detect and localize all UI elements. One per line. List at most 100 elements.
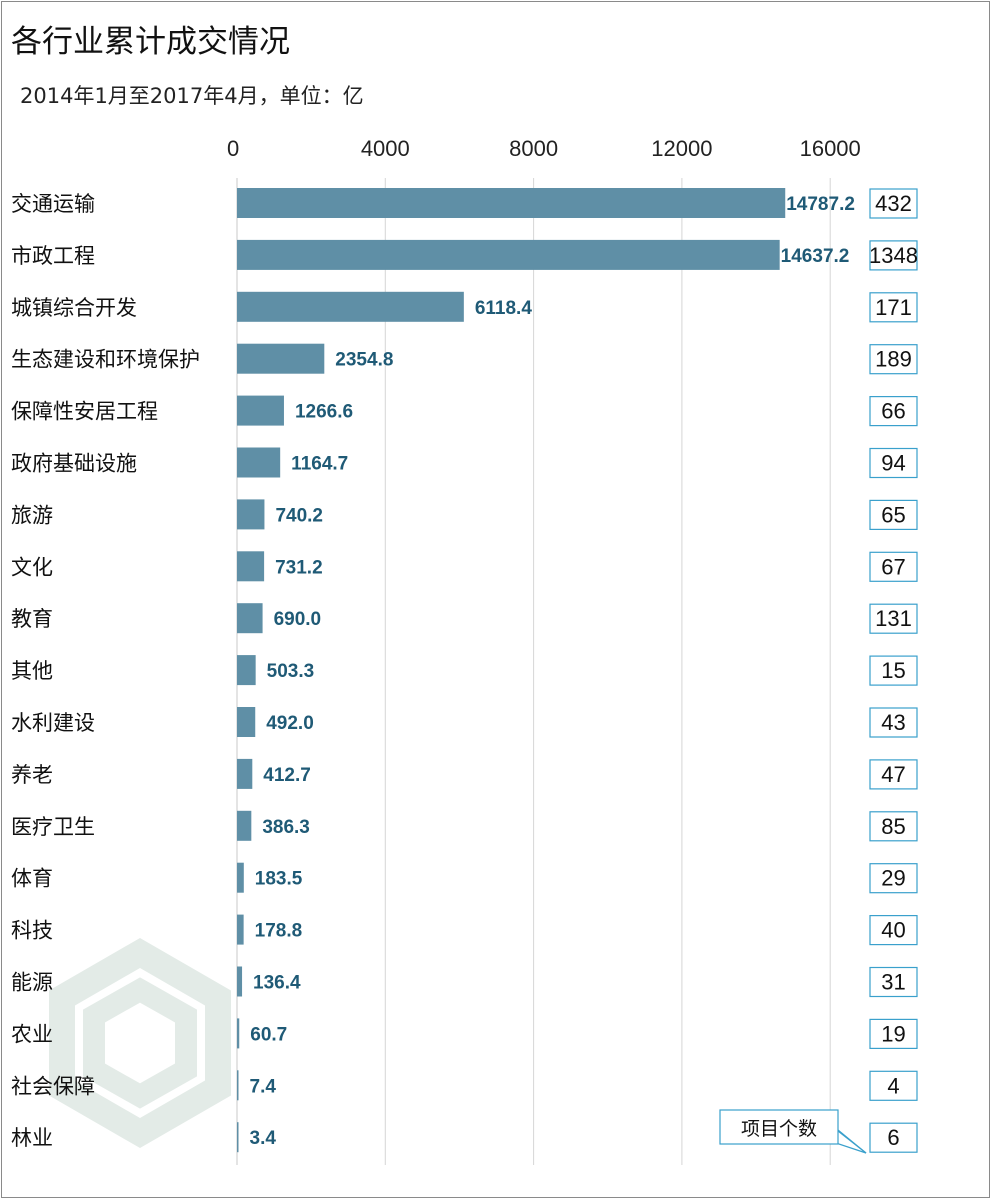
category-label: 能源: [11, 971, 53, 995]
project-count-box: [869, 188, 918, 219]
callout-pointer-edge: [837, 1130, 867, 1154]
project-count-box: [869, 914, 918, 946]
project-count-value: 4: [887, 1073, 899, 1098]
x-axis-ticks: 0 4000 8000 12000 16000: [227, 136, 861, 161]
category-label: 体育: [11, 867, 53, 891]
project-count-box: [869, 292, 918, 323]
category-label: 社会保障: [11, 1074, 95, 1098]
value-label: 731.2: [275, 557, 323, 578]
project-count-box: [869, 396, 918, 427]
category-label: 水利建设: [11, 711, 95, 735]
category-label: 生态建设和环境保护: [11, 348, 200, 372]
bar: [237, 655, 256, 686]
project-count-value: 6: [887, 1125, 899, 1150]
project-count-box: [869, 447, 918, 479]
value-label: 1266.6: [295, 402, 353, 423]
bar: [237, 447, 281, 478]
category-label: 教育: [11, 607, 53, 631]
project-count-value: 15: [881, 658, 905, 683]
project-count-value: 131: [875, 606, 912, 631]
x-tick-label: 8000: [509, 136, 558, 161]
x-tick-label: 16000: [800, 136, 861, 161]
bar: [237, 758, 253, 789]
bar: [237, 966, 243, 997]
project-count-box: [869, 603, 918, 634]
callout-label: 项目个数: [741, 1118, 817, 1140]
project-count-value: 432: [875, 191, 912, 216]
x-tick-label: 4000: [361, 136, 410, 161]
project-count-box: [869, 811, 918, 842]
value-label: 136.4: [253, 973, 301, 994]
value-label: 1164.7: [291, 454, 348, 475]
bar: [237, 810, 252, 841]
category-labels: 交通运输市政工程城镇综合开发生态建设和环境保护保障性安居工程政府基础设施旅游文化…: [11, 192, 200, 1150]
project-count-box: [869, 966, 918, 998]
bar: [237, 707, 256, 737]
bar: [237, 395, 284, 426]
project-count-value: 67: [881, 554, 905, 579]
value-labels: 14787.2 14637.2 6118.4 2354.8 1266.6 1164.7 74…: [250, 194, 855, 1149]
bar: [237, 914, 244, 945]
category-label: 文化: [11, 555, 53, 579]
value-label: 690.0: [274, 609, 322, 630]
value-label: 178.8: [255, 921, 303, 942]
chart-subtitle: 2014年1月至2017年4月，单位：亿: [20, 84, 364, 108]
hexagon-outer: [49, 937, 231, 1149]
project-count-value: 85: [881, 814, 905, 839]
value-label: 183.5: [255, 869, 303, 890]
project-count-box: [869, 707, 918, 738]
bar: [237, 551, 265, 582]
gridlines: [236, 178, 831, 1165]
project-count-box: [869, 344, 918, 375]
value-label: 503.3: [267, 661, 315, 682]
project-count-box: [869, 863, 918, 894]
bar: [237, 188, 786, 218]
category-label: 政府基础设施: [11, 452, 137, 476]
bar: [237, 343, 325, 374]
value-label: 60.7: [250, 1024, 287, 1045]
category-label: 林业: [11, 1126, 53, 1150]
project-count-box: [869, 759, 918, 790]
project-count-value: 40: [881, 918, 905, 943]
project-count-box: [869, 1122, 918, 1153]
value-label: 7.4: [250, 1076, 277, 1097]
project-count-value: 94: [881, 451, 905, 476]
hexagon-logo-icon: [49, 937, 231, 1149]
category-label: 医疗卫生: [11, 815, 95, 839]
project-count-value: 47: [881, 762, 905, 787]
category-label: 其他: [11, 659, 53, 683]
category-label: 市政工程: [11, 244, 95, 268]
hexagon-inner: [83, 977, 197, 1109]
project-count-value: 189: [875, 347, 912, 372]
category-label: 交通运输: [11, 192, 95, 216]
bar: [237, 1070, 239, 1101]
bar: [237, 499, 265, 530]
value-label: 14637.2: [781, 246, 850, 267]
x-tick-label: 0: [227, 136, 239, 161]
bar: [237, 239, 780, 270]
project-count-box: [869, 499, 918, 530]
category-label: 养老: [11, 763, 53, 787]
value-label: 6118.4: [475, 298, 532, 319]
project-count-box: [869, 655, 918, 686]
x-tick-label: 12000: [651, 136, 712, 161]
project-count-value: 66: [881, 399, 905, 424]
project-count-value: 65: [881, 502, 905, 527]
bar: [237, 862, 244, 893]
project-count-box: [869, 240, 918, 271]
value-label: 412.7: [263, 765, 311, 786]
bar: [237, 603, 263, 634]
callout-box: [719, 1109, 839, 1145]
value-label: 14787.2: [786, 194, 855, 215]
project-count-callout: 项目个数: [719, 1109, 867, 1154]
value-label: 3.4: [250, 1128, 277, 1149]
project-count-value: 19: [881, 1021, 905, 1046]
project-count-value: 31: [881, 970, 905, 995]
project-count-box: [869, 1070, 918, 1101]
value-label: 386.3: [262, 817, 310, 838]
value-label: 740.2: [275, 505, 323, 526]
bar: [237, 291, 464, 322]
project-count-box: [869, 551, 918, 582]
bar: [237, 1122, 239, 1153]
